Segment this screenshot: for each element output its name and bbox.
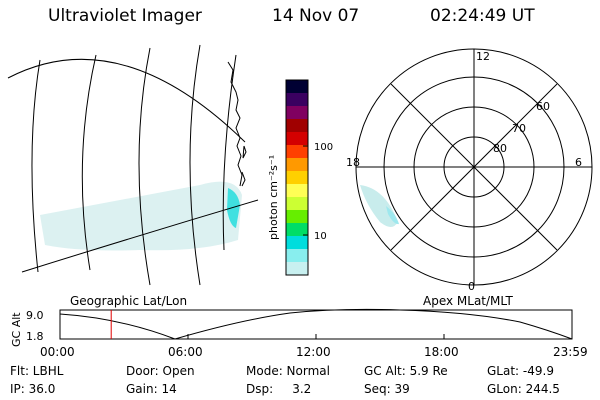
colorbar-segment: [286, 210, 308, 224]
longitude-line: [222, 54, 237, 251]
polar-panel-label: Apex MLat/MLT: [423, 294, 513, 308]
latitude-line: [21, 199, 259, 273]
colorbar-segment: [286, 262, 308, 276]
info-glat: GLat: -49.9: [487, 364, 554, 378]
mlt-label-6: 6: [575, 156, 582, 169]
coastline: [241, 171, 246, 187]
auroral-emission-polar: [360, 185, 398, 227]
altitude-ytick-9: 9.0: [26, 309, 44, 322]
mlt-label-18: 18: [346, 156, 360, 169]
altitude-plot: GC Alt 9.0 1.8: [10, 308, 573, 347]
observation-time: 02:24:49 UT: [430, 6, 535, 26]
altitude-curve: [59, 308, 573, 340]
geographic-map: [7, 44, 259, 286]
coastline: [227, 61, 243, 187]
time-tick-0000: 00:00: [40, 345, 75, 359]
colorbar-segment: [286, 93, 308, 107]
colorbar-segment: [286, 80, 308, 94]
colorbar-unit-label: photon cm⁻²s⁻¹: [267, 155, 280, 240]
colorbar-segment: [286, 197, 308, 211]
colorbar-segment: [286, 106, 308, 120]
geo-panel-label: Geographic Lat/Lon: [70, 294, 188, 308]
info-gc-alt: GC Alt: 5.9 Re: [364, 364, 448, 378]
colorbar-segment: [286, 171, 308, 185]
altitude-ytick-1-8: 1.8: [26, 330, 44, 343]
colorbar-segment: [286, 132, 308, 146]
lat-label-70: 70: [512, 122, 526, 135]
auroral-emission-polar-bright: [386, 206, 399, 225]
polar-plot: 12 18 6 0 60 70 80: [346, 48, 593, 293]
colorbar-segment: [286, 184, 308, 198]
mlt-label-0: 0: [468, 280, 475, 293]
auroral-emission-geo-bright: [227, 188, 240, 228]
coastline: [242, 145, 247, 159]
observation-date: 14 Nov 07: [272, 6, 360, 26]
instrument-title: Ultraviolet Imager: [48, 6, 202, 26]
info-dsp: Dsp: 3.2: [246, 382, 312, 396]
lat-label-60: 60: [536, 100, 550, 113]
colorbar-segment: [286, 249, 308, 263]
colorbar-tick-100: 100: [314, 142, 333, 153]
latitude-line: [7, 58, 246, 143]
colorbar-segment: [286, 145, 308, 159]
time-tick-1200: 12:00: [296, 345, 331, 359]
mlt-label-12: 12: [476, 50, 490, 63]
longitude-line: [31, 59, 41, 273]
info-door: Door: Open: [126, 364, 195, 378]
colorbar-segment: [286, 236, 308, 250]
colorbar-tick-10: 10: [314, 231, 327, 242]
colorbar-frame: [285, 79, 309, 276]
info-mode: Mode: Normal: [246, 364, 330, 378]
time-tick-0600: 06:00: [168, 345, 203, 359]
colorbar: [285, 79, 309, 276]
colorbar-segment: [286, 158, 308, 172]
time-tick-1800: 18:00: [424, 345, 459, 359]
longitude-line: [138, 47, 151, 286]
colorbar-segment: [286, 223, 308, 237]
info-glon: GLon: 244.5: [487, 382, 560, 396]
info-ip: IP: 36.0: [10, 382, 56, 396]
lat-label-80: 80: [493, 142, 507, 155]
longitude-line: [189, 44, 201, 286]
time-tick-2359: 23:59: [553, 345, 588, 359]
altitude-ylabel: GC Alt: [10, 312, 23, 347]
info-filter: Flt: LBHL: [10, 364, 64, 378]
info-gain: Gain: 14: [126, 382, 177, 396]
colorbar-segment: [286, 119, 308, 133]
polar-diagonal: [390, 83, 558, 251]
longitude-line: [81, 54, 97, 271]
info-seq: Seq: 39: [364, 382, 410, 396]
